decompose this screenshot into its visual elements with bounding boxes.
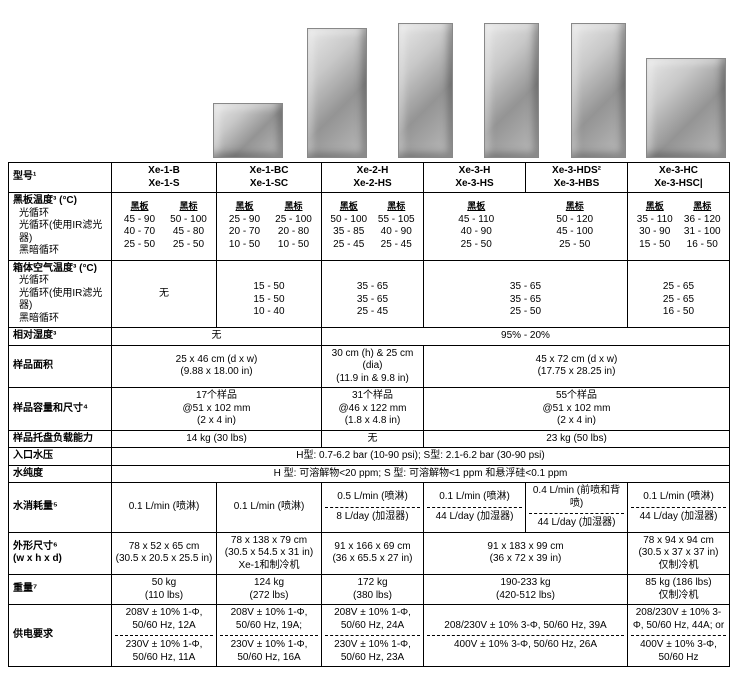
bp-temp-row: 黑板温度³ (°C) 光循环 光循环(使用IR滤光器) 黑暗循环 黑板45 - … — [9, 193, 730, 261]
bp-c3: 黑板50 - 10035 - 8525 - 45 黑标55 - 10540 - … — [322, 193, 424, 261]
product-image-3 — [398, 23, 453, 158]
pw-c6: 208/230V ± 10% 3-Φ, 50/60 Hz, 44A; or 40… — [628, 605, 730, 667]
area-b: 30 cm (h) & 25 cm (dia) (11.9 in & 9.8 i… — [322, 345, 424, 388]
water-c5: 0.4 L/min (前喷和背喷) 44 L/day (加湿器) — [526, 483, 628, 533]
bx-c45: 35 - 6535 - 6525 - 50 — [424, 260, 628, 328]
wt-c45: 190-233 kg (420-512 lbs) — [424, 575, 628, 605]
dims-c2: 78 x 138 x 79 cm (30.5 x 54.5 x 31 in) X… — [217, 532, 322, 575]
bp-c45: 黑板45 - 11040 - 9025 - 50 黑标50 - 12045 - … — [424, 193, 628, 261]
wt-c3: 172 kg (380 lbs) — [322, 575, 424, 605]
label-water: 水消耗量⁵ — [9, 483, 112, 533]
model-c1: Xe-1-B Xe-1-S — [112, 163, 217, 193]
pw-c1: 208V ± 10% 1-Φ, 50/60 Hz, 12A 230V ± 10%… — [112, 605, 217, 667]
water-c6: 0.1 L/min (喷淋) 44 L/day (加湿器) — [628, 483, 730, 533]
dims-c1: 78 x 52 x 65 cm (30.5 x 20.5 x 25.5 in) — [112, 532, 217, 575]
bx-c3: 35 - 6535 - 6525 - 45 — [322, 260, 424, 328]
tray-c: 23 kg (50 lbs) — [424, 430, 730, 448]
pw-c3: 208V ± 10% 1-Φ, 50/60 Hz, 24A 230V ± 10%… — [322, 605, 424, 667]
product-image-2 — [307, 28, 367, 158]
inlet-row: 入口水压 H型: 0.7-6.2 bar (10-90 psi); S型: 2.… — [9, 448, 730, 466]
label-purity: 水纯度 — [9, 465, 112, 483]
label-power: 供电要求 — [9, 605, 112, 667]
tray-a: 14 kg (30 lbs) — [112, 430, 322, 448]
water-c1: 0.1 L/min (喷淋) — [112, 483, 217, 533]
bp-c2: 黑板25 - 9020 - 7010 - 50 黑标25 - 10020 - 8… — [217, 193, 322, 261]
water-c2: 0.1 L/min (喷淋) — [217, 483, 322, 533]
spec-table: 型号¹ Xe-1-B Xe-1-S Xe-1-BC Xe-1-SC Xe-2-H… — [8, 162, 730, 667]
pw-c45: 208/230V ± 10% 3-Φ, 50/60 Hz, 39A 400V ±… — [424, 605, 628, 667]
label-area: 样品面积 — [9, 345, 112, 388]
label-box-temp: 箱体空气温度³ (°C) 光循环 光循环(使用IR滤光器) 黑暗循环 — [9, 260, 112, 328]
bp-c1: 黑板45 - 9040 - 7025 - 50 黑标50 - 10045 - 8… — [112, 193, 217, 261]
dims-row: 外形尺寸⁶ (w x h x d) 78 x 52 x 65 cm (30.5 … — [9, 532, 730, 575]
model-c2: Xe-1-BC Xe-1-SC — [217, 163, 322, 193]
purity-val: H 型: 可溶解物<20 ppm; S 型: 可溶解物<1 ppm 和悬浮硅<0… — [112, 465, 730, 483]
weight-row: 重量⁷ 50 kg (110 lbs) 124 kg (272 lbs) 172… — [9, 575, 730, 605]
cap-a: 17个样品 @51 x 102 mm (2 x 4 in) — [112, 388, 322, 431]
rh-left: 无 — [112, 328, 322, 346]
product-images-row — [203, 8, 729, 158]
label-tray: 样品托盘负载能力 — [9, 430, 112, 448]
wt-c6: 85 kg (186 lbs) 仅制冷机 — [628, 575, 730, 605]
water-row: 水消耗量⁵ 0.1 L/min (喷淋) 0.1 L/min (喷淋) 0.5 … — [9, 483, 730, 533]
tray-row: 样品托盘负载能力 14 kg (30 lbs) 无 23 kg (50 lbs) — [9, 430, 730, 448]
area-a: 25 x 46 cm (d x w) (9.88 x 18.00 in) — [112, 345, 322, 388]
area-c: 45 x 72 cm (d x w) (17.75 x 28.25 in) — [424, 345, 730, 388]
wt-c1: 50 kg (110 lbs) — [112, 575, 217, 605]
bx-c2: 15 - 5015 - 5010 - 40 — [217, 260, 322, 328]
box-temp-row: 箱体空气温度³ (°C) 光循环 光循环(使用IR滤光器) 黑暗循环 无 15 … — [9, 260, 730, 328]
cap-b: 31个样品 @46 x 122 mm (1.8 x 4.8 in) — [322, 388, 424, 431]
cap-c: 55个样品 @51 x 102 mm (2 x 4 in) — [424, 388, 730, 431]
purity-row: 水纯度 H 型: 可溶解物<20 ppm; S 型: 可溶解物<1 ppm 和悬… — [9, 465, 730, 483]
label-rh: 相对湿度³ — [9, 328, 112, 346]
water-c3: 0.5 L/min (喷淋) 8 L/day (加湿器) — [322, 483, 424, 533]
dims-c45: 91 x 183 x 99 cm (36 x 72 x 39 in) — [424, 532, 628, 575]
dims-c3: 91 x 166 x 69 cm (36 x 65.5 x 27 in) — [322, 532, 424, 575]
dims-c6: 78 x 94 x 94 cm (30.5 x 37 x 37 in) 仅制冷机 — [628, 532, 730, 575]
model-c3: Xe-2-H Xe-2-HS — [322, 163, 424, 193]
product-image-5 — [571, 23, 626, 158]
product-image-1 — [213, 103, 283, 158]
header-row: 型号¹ Xe-1-B Xe-1-S Xe-1-BC Xe-1-SC Xe-2-H… — [9, 163, 730, 193]
label-weight: 重量⁷ — [9, 575, 112, 605]
power-row: 供电要求 208V ± 10% 1-Φ, 50/60 Hz, 12A 230V … — [9, 605, 730, 667]
rh-right: 95% - 20% — [322, 328, 730, 346]
capacity-row: 样品容量和尺寸⁴ 17个样品 @51 x 102 mm (2 x 4 in) 3… — [9, 388, 730, 431]
bx-c1: 无 — [112, 260, 217, 328]
model-c4: Xe-3-H Xe-3-HS — [424, 163, 526, 193]
model-c5: Xe-3-HDS² Xe-3-HBS — [526, 163, 628, 193]
product-image-6 — [646, 58, 726, 158]
water-c4: 0.1 L/min (喷淋) 44 L/day (加湿器) — [424, 483, 526, 533]
inlet-val: H型: 0.7-6.2 bar (10-90 psi); S型: 2.1-6.2… — [112, 448, 730, 466]
pw-c2: 208V ± 10% 1-Φ, 50/60 Hz, 19A; 230V ± 10… — [217, 605, 322, 667]
bx-c6: 25 - 6525 - 6516 - 50 — [628, 260, 730, 328]
label-inlet: 入口水压 — [9, 448, 112, 466]
bp-c6: 黑板35 - 11030 - 9015 - 50 黑标36 - 12031 - … — [628, 193, 730, 261]
label-bp-temp: 黑板温度³ (°C) 光循环 光循环(使用IR滤光器) 黑暗循环 — [9, 193, 112, 261]
model-c6: Xe-3-HC Xe-3-HSC| — [628, 163, 730, 193]
rh-row: 相对湿度³ 无 95% - 20% — [9, 328, 730, 346]
area-row: 样品面积 25 x 46 cm (d x w) (9.88 x 18.00 in… — [9, 345, 730, 388]
label-model: 型号¹ — [9, 163, 112, 193]
tray-b: 无 — [322, 430, 424, 448]
product-image-4 — [484, 23, 539, 158]
wt-c2: 124 kg (272 lbs) — [217, 575, 322, 605]
label-capacity: 样品容量和尺寸⁴ — [9, 388, 112, 431]
label-dims: 外形尺寸⁶ (w x h x d) — [9, 532, 112, 575]
